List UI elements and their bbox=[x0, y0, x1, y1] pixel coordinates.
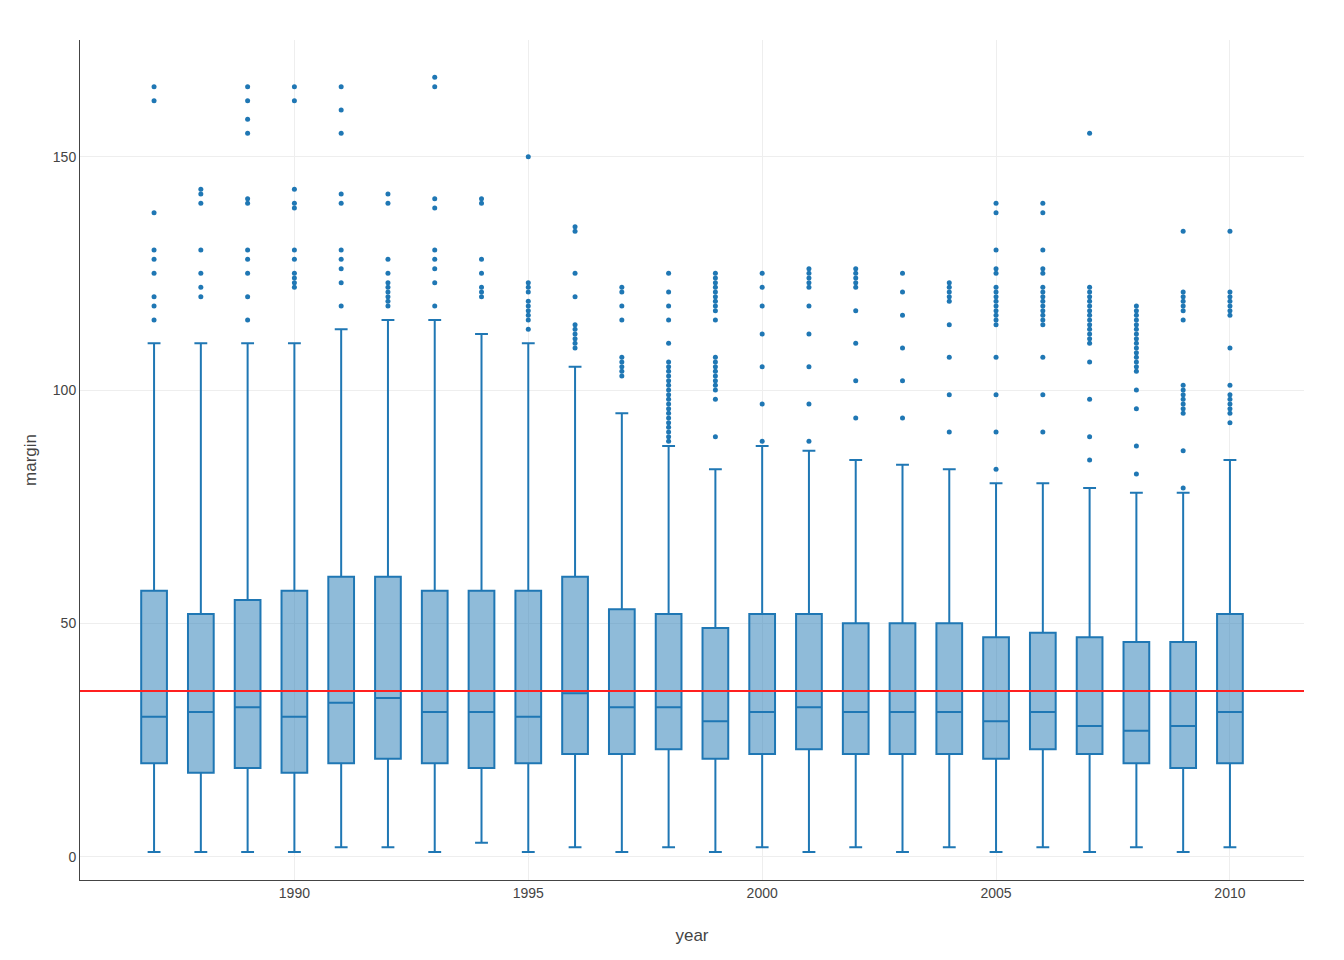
svg-text:1995: 1995 bbox=[513, 885, 544, 901]
svg-text:2005: 2005 bbox=[980, 885, 1011, 901]
svg-text:100: 100 bbox=[53, 382, 77, 398]
svg-text:2000: 2000 bbox=[747, 885, 778, 901]
svg-text:0: 0 bbox=[68, 849, 76, 865]
svg-text:1990: 1990 bbox=[279, 885, 310, 901]
svg-text:150: 150 bbox=[53, 149, 77, 165]
svg-text:year: year bbox=[675, 926, 708, 945]
svg-text:2010: 2010 bbox=[1214, 885, 1245, 901]
svg-text:50: 50 bbox=[61, 615, 77, 631]
svg-text:margin: margin bbox=[21, 434, 40, 486]
